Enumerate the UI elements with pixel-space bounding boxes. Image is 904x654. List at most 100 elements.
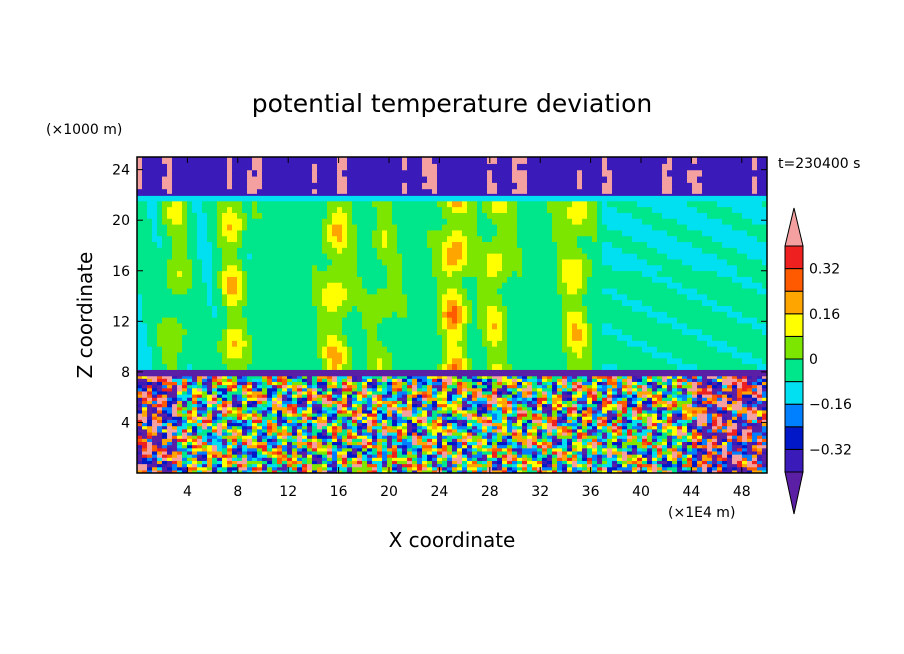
heatmap-cell xyxy=(137,428,148,433)
heatmap-cell xyxy=(397,241,428,248)
heatmap-cell xyxy=(542,450,548,455)
heatmap-cell xyxy=(182,435,188,439)
heatmap-cell xyxy=(362,394,368,398)
heatmap-cell xyxy=(337,387,343,392)
heatmap-cell xyxy=(622,457,628,461)
heatmap-cell xyxy=(697,447,703,452)
heatmap-cell xyxy=(282,384,288,389)
heatmap-cell xyxy=(427,412,433,417)
heatmap-cell xyxy=(597,212,603,219)
heatmap-cell xyxy=(477,390,483,395)
heatmap-cell xyxy=(297,457,303,461)
heatmap-cell xyxy=(212,394,218,398)
heatmap-cell xyxy=(197,394,203,398)
heatmap-cell xyxy=(157,200,163,208)
heatmap-cell xyxy=(162,416,168,420)
heatmap-cell xyxy=(497,457,503,461)
heatmap-cell xyxy=(707,409,718,414)
heatmap-cell xyxy=(592,378,598,382)
heatmap-cell xyxy=(697,287,758,295)
heatmap-cell xyxy=(577,409,583,414)
heatmap-cell xyxy=(227,311,243,318)
heatmap-cell xyxy=(517,438,528,442)
heatmap-cell xyxy=(312,400,318,405)
heatmap-cell xyxy=(157,381,163,386)
heatmap-cell xyxy=(227,390,243,395)
heatmap-cell xyxy=(262,378,268,382)
heatmap-cell xyxy=(297,416,303,420)
heatmap-cell xyxy=(577,182,583,190)
heatmap-cell xyxy=(542,425,548,430)
heatmap-cell xyxy=(292,438,298,442)
heatmap-cell xyxy=(247,457,253,461)
heatmap-cell xyxy=(732,441,738,446)
heatmap-cell xyxy=(607,223,653,231)
heatmap-cell xyxy=(307,450,313,455)
heatmap-cell xyxy=(697,431,703,436)
heatmap-cell xyxy=(317,397,323,401)
heatmap-cell xyxy=(592,381,598,386)
heatmap-cell xyxy=(177,431,183,436)
heatmap-cell xyxy=(202,435,208,439)
heatmap-cell xyxy=(162,394,168,398)
heatmap-cell xyxy=(267,447,273,452)
heatmap-cell xyxy=(407,419,413,424)
heatmap-cell xyxy=(647,431,653,436)
heatmap-cell xyxy=(387,441,393,446)
heatmap-cell xyxy=(582,258,593,266)
heatmap-cell xyxy=(157,340,183,347)
heatmap-cell xyxy=(337,394,343,398)
heatmap-cell xyxy=(412,441,418,446)
heatmap-cell xyxy=(607,460,613,465)
heatmap-cell xyxy=(442,317,448,324)
heatmap-cell xyxy=(727,422,733,427)
heatmap-cell xyxy=(282,457,288,461)
heatmap-cell xyxy=(287,378,293,382)
heatmap-cell xyxy=(232,378,238,382)
heatmap-cell xyxy=(377,378,383,382)
heatmap-cell xyxy=(177,351,223,359)
heatmap-cell xyxy=(547,441,553,446)
heatmap-cell xyxy=(487,403,493,408)
heatmap-cell xyxy=(257,397,268,401)
heatmap-cell xyxy=(347,188,403,196)
heatmap-cell xyxy=(452,460,458,465)
heatmap-cell xyxy=(327,466,333,471)
heatmap-cell xyxy=(327,346,338,353)
heatmap-cell xyxy=(657,247,703,254)
heatmap-cell xyxy=(182,334,223,341)
heatmap-cell xyxy=(172,463,178,468)
heatmap-cell xyxy=(582,466,588,471)
heatmap-cell xyxy=(587,466,593,471)
heatmap-cell xyxy=(137,409,143,414)
heatmap-cell xyxy=(567,351,578,359)
heatmap-cell xyxy=(337,444,343,449)
heatmap-cell xyxy=(637,463,643,468)
heatmap-cell xyxy=(462,282,478,289)
heatmap-cell xyxy=(437,200,448,208)
heatmap-cell xyxy=(482,457,488,461)
heatmap-cell xyxy=(552,397,563,401)
heatmap-cell xyxy=(162,425,168,430)
heatmap-cell xyxy=(457,311,463,318)
heatmap-cell xyxy=(357,469,363,473)
heatmap-cell xyxy=(387,454,393,458)
heatmap-cell xyxy=(222,460,228,465)
heatmap-cell xyxy=(622,247,658,254)
heatmap-cell xyxy=(272,438,278,442)
heatmap-cell xyxy=(472,454,483,458)
heatmap-cell xyxy=(522,390,528,395)
heatmap-cell xyxy=(642,466,648,471)
heatmap-cell xyxy=(632,387,638,392)
heatmap-cell xyxy=(562,384,568,389)
heatmap-cell xyxy=(577,416,583,420)
heatmap-cell xyxy=(202,400,208,405)
heatmap-cell xyxy=(197,375,203,379)
heatmap-cell xyxy=(552,466,558,471)
heatmap-cell xyxy=(757,163,767,171)
heatmap-cell xyxy=(342,447,353,452)
heatmap-cell xyxy=(262,394,268,398)
heatmap-cell xyxy=(522,387,533,392)
heatmap-cell xyxy=(407,390,413,395)
heatmap-cell xyxy=(187,457,193,461)
